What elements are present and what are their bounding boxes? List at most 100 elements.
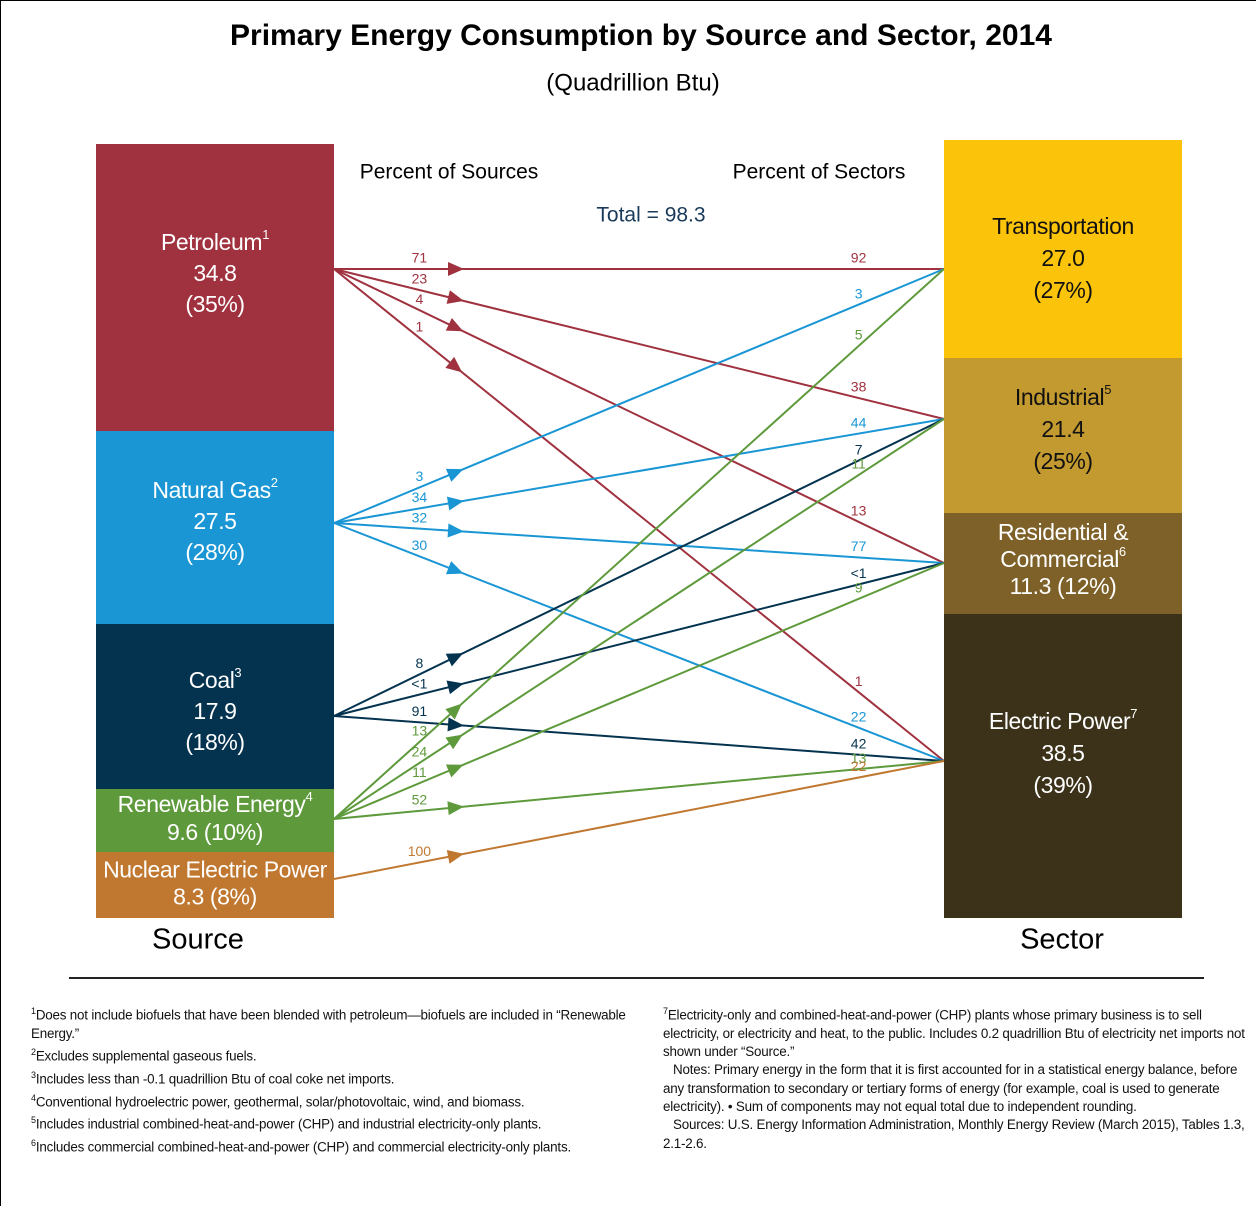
footnote-text: Excludes supplemental gaseous fuels. [35,1048,257,1064]
flow-line [333,418,945,717]
box-label-text: 21.4 [1041,416,1085,442]
sector-percent: 22 [851,708,867,724]
footnote: 6Includes commercial combined-heat-and-p… [31,1134,631,1157]
box-label: Nuclear Electric Power [103,857,328,883]
box-label-text: Residential & [998,519,1128,545]
flow-line [333,418,945,820]
box-label: 8.3 (8%) [173,884,257,910]
footnote-number: 1 [31,1006,36,1016]
box-label: 21.4 [1041,416,1085,442]
box-label-text: (27%) [1033,277,1092,303]
footnote: 1Does not include biofuels that have bee… [31,1002,631,1043]
source-box [96,431,334,624]
box-label: 17.9 [193,698,236,724]
footnote-text: Electricity-only and combined-heat-and-p… [663,1007,1245,1060]
column-header: Percent of Sources [360,161,539,184]
source-percent: 30 [412,537,428,553]
footnote: 2Excludes supplemental gaseous fuels. [31,1043,631,1066]
box-label-text: 34.8 [193,260,236,286]
source-percent: 8 [416,655,424,671]
axis-label: Sector [1020,924,1104,956]
box-label: 11.3 (12%) [1010,573,1117,599]
footnote-text: Does not include biofuels that have been… [31,1007,626,1041]
box-label-text: Electric Power [989,708,1131,734]
flow-line [333,522,945,762]
box-label-text: 27.5 [193,508,236,534]
sector-percent: 77 [851,538,867,554]
box-label: Natural Gas2 [152,475,277,503]
footnote-text: Notes: Primary energy in the form that i… [663,1062,1238,1114]
box-label-text: Natural Gas [152,477,270,503]
box-label-text: Petroleum [161,229,262,255]
box-label: Residential & [998,519,1128,545]
sector-percent: 13 [851,503,867,519]
box-label: Industrial5 [1015,382,1111,410]
sector-percent: <1 [851,565,867,581]
flow-arrow [445,703,462,720]
sector-percent: 44 [851,414,867,430]
footnote-ref: 4 [306,789,313,804]
footnote: Notes: Primary energy in the form that i… [663,1061,1255,1116]
footnote-ref: 7 [1130,706,1137,721]
box-label-text: (28%) [185,539,244,565]
source-percent: 13 [412,723,428,739]
footnote-text: Sources: U.S. Energy Information Adminis… [663,1117,1245,1151]
sector-percent: 92 [851,250,867,266]
box-label-text: Transportation [992,213,1134,239]
box-label-text: Commercial [1000,546,1119,572]
footnote-ref: 3 [234,665,241,680]
flows: 71 922338413113334443277302287<1<19142135… [333,250,945,880]
box-label: (28%) [185,539,244,565]
footnote-number: 6 [31,1138,36,1149]
sector-box [944,614,1182,918]
sector-percent: 9 [855,580,863,596]
sector-percent: 13 [851,750,867,766]
flow-arrow [447,801,464,816]
box-label: 27.5 [193,508,236,534]
flow-line [333,268,945,420]
sector-box [944,513,1182,614]
source-percent: 4 [416,291,424,307]
sector-percent: 1 [855,673,863,689]
source-percent: <1 [411,675,427,691]
source-box [96,624,334,789]
box-label: 38.5 [1041,740,1084,766]
sector-percent: 11 [851,456,866,472]
total: Total = 98.3 [596,204,705,227]
box-label-text: Nuclear Electric Power [103,857,328,883]
box-label: 27.0 [1041,245,1084,271]
flow-line [333,715,945,762]
footnote-ref: 2 [271,475,278,490]
flow-arrow [445,734,463,750]
source-percent: 11 [412,764,427,780]
box-label-text: 8.3 (8%) [173,884,257,910]
flow-line [333,562,945,820]
box-label: (35%) [185,291,244,317]
sector-box [944,140,1182,358]
sector-percent: 5 [855,327,863,343]
box-label: (25%) [1033,448,1092,474]
flow-arrow [446,680,464,695]
footnote-number: 5 [31,1115,36,1126]
box-label: (27%) [1033,277,1092,303]
footnote-number: 4 [31,1092,36,1103]
flow-line [333,562,945,717]
source-percent: 1 [416,319,424,335]
flow-arrow [445,653,464,667]
footnotes-right: 7Electricity-only and combined-heat-and-… [663,1002,1255,1153]
footnote-text: Includes less than -0.1 quadrillion Btu … [35,1071,395,1087]
footnote: 4Conventional hydroelectric power, geoth… [31,1089,631,1112]
source-percent: 34 [412,489,428,505]
box-label: 9.6 (10%) [167,819,263,845]
footnote: 5Includes industrial combined-heat-and-p… [31,1111,631,1134]
title: Primary Energy Consumption by Source and… [230,19,1052,52]
box-label: (39%) [1033,772,1092,798]
box-label: Coal3 [189,665,242,693]
source-percent: 52 [412,792,428,808]
box-label: Renewable Energy4 [118,789,313,817]
box-label-text: 9.6 (10%) [167,819,263,845]
footnote: 7Electricity-only and combined-heat-and-… [663,1002,1255,1061]
footnotes-left: 1Does not include biofuels that have bee… [31,1002,631,1157]
box-label-text: 27.0 [1041,245,1084,271]
